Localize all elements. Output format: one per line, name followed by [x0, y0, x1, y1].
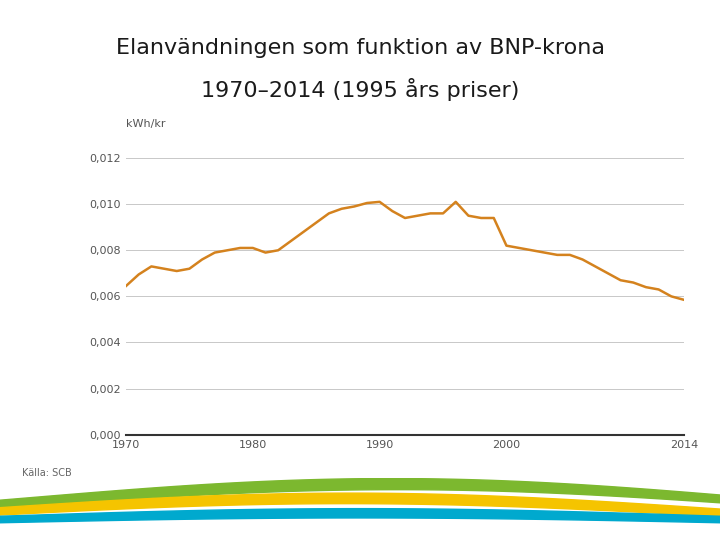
Text: 1970–2014 (1995 års priser): 1970–2014 (1995 års priser): [201, 78, 519, 102]
Polygon shape: [0, 509, 720, 523]
Text: kWh/kr: kWh/kr: [126, 119, 166, 129]
Text: Elanvändningen som funktion av BNP-krona: Elanvändningen som funktion av BNP-krona: [115, 38, 605, 58]
Text: Källa: SCB: Källa: SCB: [22, 468, 71, 478]
Polygon shape: [0, 478, 720, 508]
Polygon shape: [0, 493, 720, 516]
